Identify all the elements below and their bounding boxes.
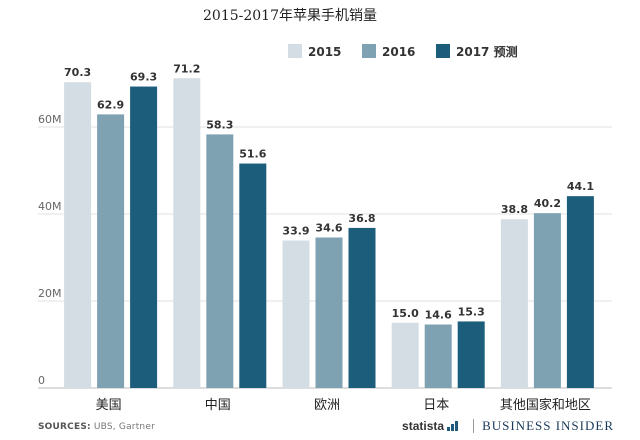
- data-label: 34.6: [315, 221, 342, 234]
- category-label: 美国: [96, 398, 122, 413]
- sources-text: UBS, Gartner: [93, 422, 155, 432]
- bar-2016: [206, 134, 234, 388]
- bar-2017-预测: [239, 163, 267, 388]
- data-label: 15.0: [392, 307, 419, 320]
- bar-2017-预测: [130, 86, 158, 389]
- data-label: 58.3: [206, 118, 233, 131]
- data-label: 71.2: [173, 62, 200, 75]
- bar-2016: [533, 213, 561, 388]
- data-label: 70.3: [64, 66, 91, 79]
- chart-title: 2015-2017年苹果手机销量: [203, 8, 377, 24]
- data-label: 69.3: [130, 71, 157, 84]
- y-tick-label: 40M: [38, 200, 62, 213]
- y-tick-label: 0: [38, 374, 45, 387]
- legend-label: 2017 预测: [456, 44, 518, 59]
- data-label: 14.6: [425, 308, 452, 321]
- y-tick-label: 20M: [38, 287, 62, 300]
- category-label: 欧洲: [314, 398, 340, 413]
- data-label: 51.6: [239, 148, 266, 161]
- category-label: 日本: [423, 398, 449, 413]
- brand-footer: statista BUSINESS INSIDER: [402, 418, 614, 434]
- data-label: 62.9: [97, 98, 124, 111]
- bar-2015: [500, 219, 528, 388]
- category-label: 中国: [205, 398, 231, 413]
- bar-2015: [173, 78, 201, 388]
- legend-label: 2016: [382, 45, 415, 59]
- bar-2015: [282, 240, 310, 388]
- business-insider-logo: BUSINESS INSIDER: [482, 418, 614, 433]
- bar-2016: [424, 324, 452, 388]
- bar-2016: [97, 114, 125, 388]
- data-label: 36.8: [348, 212, 375, 225]
- brand-divider: [473, 419, 475, 433]
- bar-2017-预测: [348, 227, 376, 388]
- data-label: 38.8: [501, 203, 528, 216]
- data-label: 40.2: [534, 197, 561, 210]
- data-label: 15.3: [458, 305, 485, 318]
- y-tick-label: 60M: [38, 113, 62, 126]
- statista-logo: statista: [402, 419, 445, 433]
- sources-note: SOURCES: UBS, Gartner: [38, 422, 155, 432]
- category-label: 其他国家和地区: [500, 397, 591, 413]
- legend-label: 2015: [308, 45, 341, 59]
- bar-2017-预测: [457, 321, 485, 388]
- data-label: 33.9: [282, 225, 309, 238]
- data-label: 44.1: [567, 180, 594, 193]
- legend-swatch: [362, 44, 376, 58]
- legend-swatch: [436, 44, 450, 58]
- bar-2015: [64, 82, 92, 388]
- bar-2016: [315, 237, 343, 388]
- bar-2017-预测: [566, 196, 594, 388]
- sources-label: SOURCES:: [38, 422, 91, 432]
- bar-2015: [391, 322, 419, 388]
- legend-swatch: [288, 44, 302, 58]
- statista-bars-icon: [447, 421, 459, 431]
